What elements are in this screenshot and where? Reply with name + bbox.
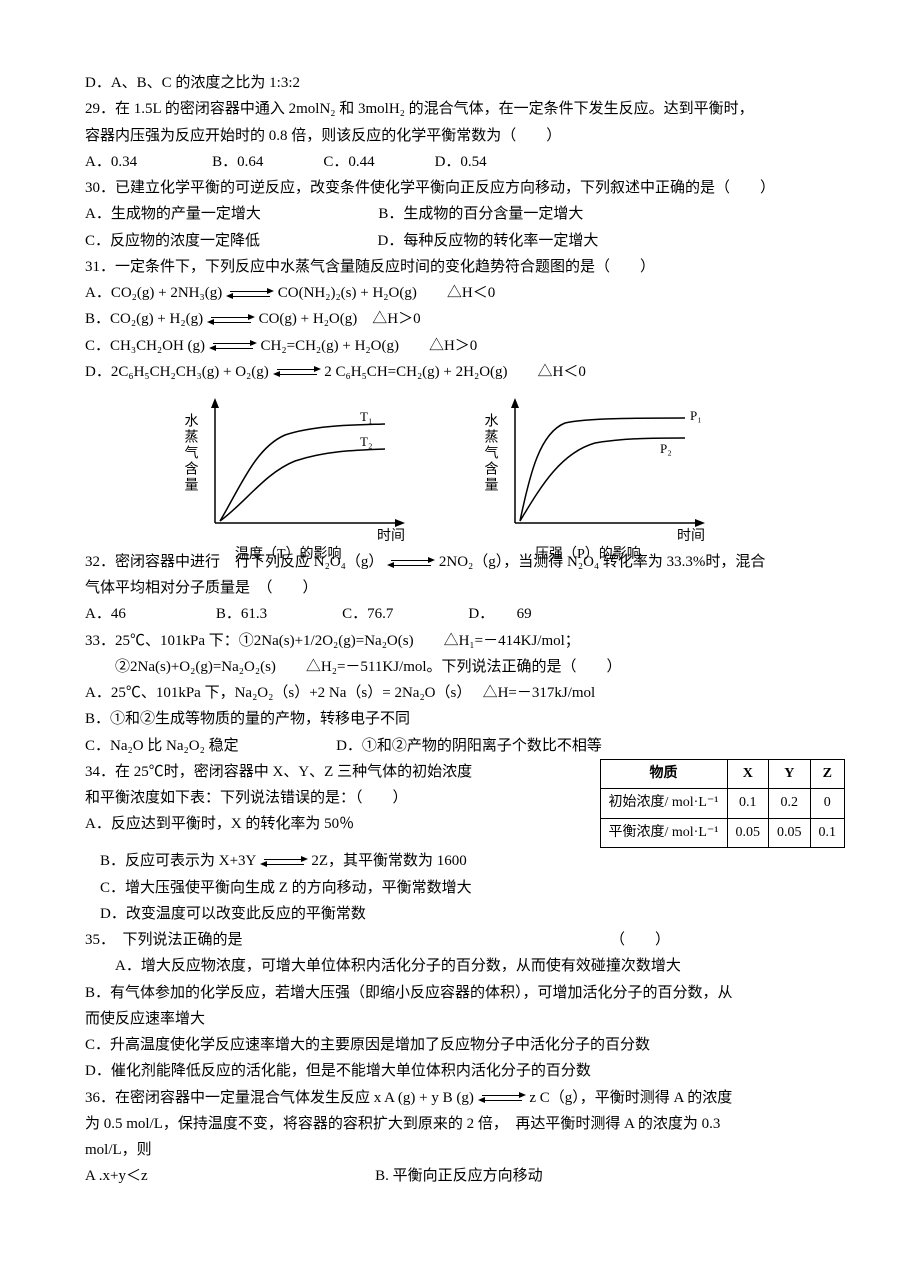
q30-stem: 30．已建立化学平衡的可逆反应，改变条件使化学平衡向正反应方向移动，下列叙述中正… bbox=[85, 175, 845, 201]
svg-text:T₁: T₁ bbox=[360, 409, 372, 424]
chart-xlabel: 时间 bbox=[377, 525, 405, 550]
chart-xlabel: 时间 bbox=[677, 525, 705, 550]
q35-c: C．升高温度使化学反应速率增大的主要原因是增加了反应物分子中活化分子的百分数 bbox=[85, 1032, 845, 1058]
table-row: 平衡浓度/ mol·L⁻¹ 0.05 0.05 0.1 bbox=[600, 818, 844, 848]
q30-row-cd: C．反应物的浓度一定降低 D．每种反应物的转化率一定增大 bbox=[85, 228, 845, 254]
q31-opt-c: C．CH₃CH₂OH (g) CH₂=CH₂(g) + H₂O(g) △H＞0 bbox=[85, 333, 845, 359]
q32-options: A．46 B．61.3 C．76.7 D． 69 bbox=[85, 601, 845, 627]
q35-b2: 而使反应速率增大 bbox=[85, 1006, 845, 1032]
equilibrium-arrow-icon bbox=[207, 313, 255, 327]
row-initial: 初始浓度/ mol·L⁻¹ bbox=[600, 789, 727, 819]
svg-text:P₂: P₂ bbox=[660, 441, 672, 456]
q35-b1: B．有气体参加的化学反应，若增大压强（即缩小反应容器的体积），可增加活化分子的百… bbox=[85, 980, 845, 1006]
q31-c-left: C．CH₃CH₂OH (g) bbox=[85, 338, 205, 354]
q31-d-left: D．2C₆H₅CH₂CH₃(g) + O₂(g) bbox=[85, 364, 269, 380]
q31-a-right: CO(NH₂)₂(s) + H₂O(g) △H＜0 bbox=[278, 285, 495, 301]
q36-b: B. 平衡向正反应方向移动 bbox=[375, 1168, 543, 1184]
q32-overlap: 行下列反应 N₂O₄（g） 2NO₂（g），当测得 N₂O₄ 转化率为 33.3… bbox=[235, 549, 765, 575]
q33-a: A．25℃、101kPa 下，Na₂O₂（s）+2 Na（s）= 2Na₂O（s… bbox=[85, 680, 845, 706]
q28-opt-d: D．A、B、C 的浓度之比为 1:3:2 bbox=[85, 70, 845, 96]
equilibrium-arrow-icon bbox=[209, 339, 257, 353]
q30-row-ab: A．生成物的产量一定增大 B．生成物的百分含量一定增大 bbox=[85, 201, 845, 227]
q30-opt-a: A．生成物的产量一定增大 bbox=[85, 206, 261, 222]
q36-ab: A .x+y＜z B. 平衡向正反应方向移动 bbox=[85, 1163, 845, 1189]
q35-a: A．增大反应物浓度，可增大单位体积内活化分子的百分数，从而使有效碰撞次数增大 bbox=[85, 953, 845, 979]
q34-b: B．反应可表示为 X+3Y 2Z，其平衡常数为 1600 bbox=[85, 848, 845, 874]
q33-b: B．①和②生成等物质的量的产物，转移电子不同 bbox=[85, 706, 845, 732]
q31-stem: 31．一定条件下，下列反应中水蒸气含量随反应时间的变化趋势符合题图的是（ ） bbox=[85, 254, 845, 280]
q31-opt-d: D．2C₆H₅CH₂CH₃(g) + O₂(g) 2 C₆H₅CH=CH₂(g)… bbox=[85, 359, 845, 385]
cell: 0.1 bbox=[810, 818, 845, 848]
q36-l3: mol/L，则 bbox=[85, 1137, 845, 1163]
equilibrium-arrow-icon bbox=[273, 365, 321, 379]
th-y: Y bbox=[769, 759, 811, 789]
q29-options: A．0.34 B．0.64 C．0.44 D．0.54 bbox=[85, 149, 845, 175]
q34-block: 34．在 25℃时，密闭容器中 X、Y、Z 三种气体的初始浓度 和平衡浓度如下表… bbox=[85, 759, 845, 849]
chart-ylabel: 水蒸气含量 bbox=[177, 413, 202, 493]
q33-c: C．Na₂O 比 Na₂O₂ 稳定 bbox=[85, 738, 239, 754]
q31-b-left: B．CO₂(g) + H₂(g) bbox=[85, 311, 203, 327]
q36-l1: 36．在密闭容器中一定量混合气体发生反应 x A (g) + y B (g) z… bbox=[85, 1085, 845, 1111]
q34-b-l: B．反应可表示为 X+3Y bbox=[85, 853, 256, 869]
chart-ylabel: 水蒸气含量 bbox=[477, 413, 502, 493]
cell: 0.2 bbox=[769, 789, 811, 819]
q31-b-right: CO(g) + H₂O(g) △H＞0 bbox=[259, 311, 421, 327]
q36-l2: 为 0.5 mol/L，保持温度不变，将容器的容积扩大到原来的 2 倍， 再达平… bbox=[85, 1111, 845, 1137]
chart-pressure: 水蒸气含量 P₁ P₂ 时间 压强（P）的影响 bbox=[485, 393, 715, 543]
q34-d: D．改变温度可以改变此反应的平衡常数 bbox=[85, 901, 845, 927]
q31-c-right: CH₂=CH₂(g) + H₂O(g) △H＞0 bbox=[261, 338, 478, 354]
q35-d: D．催化剂能降低反应的活化能，但是不能增大单位体积内活化分子的百分数 bbox=[85, 1058, 845, 1084]
q34-l1: 34．在 25℃时，密闭容器中 X、Y、Z 三种气体的初始浓度 bbox=[85, 759, 592, 785]
equilibrium-arrow-icon bbox=[226, 287, 274, 301]
q32-stem-2: 气体平均相对分子质量是 （ ） bbox=[85, 575, 845, 601]
chart-temperature: 水蒸气含量 T₁ T₂ 时间 温度（T）的影响 bbox=[185, 393, 415, 543]
q31-opt-a: A．CO₂(g) + 2NH₃(g) CO(NH₂)₂(s) + H₂O(g) … bbox=[85, 280, 845, 306]
q34-c: C．增大压强使平衡向生成 Z 的方向移动，平衡常数增大 bbox=[85, 875, 845, 901]
q29-stem-2: 容器内压强为反应开始时的 0.8 倍，则该反应的化学平衡常数为（ ） bbox=[85, 123, 845, 149]
th-substance: 物质 bbox=[600, 759, 727, 789]
q34-b-r: 2Z，其平衡常数为 1600 bbox=[311, 853, 466, 869]
q33-cd: C．Na₂O 比 Na₂O₂ 稳定 D．①和②产物的阴阳离子个数比不相等 bbox=[85, 733, 845, 759]
q34-a: A．反应达到平衡时，X 的转化率为 50％ bbox=[85, 811, 592, 837]
q31-charts: 水蒸气含量 T₁ T₂ 时间 温度（T）的影响 水蒸气含量 bbox=[185, 393, 845, 543]
q32-mid-r: 2NO₂（g），当测得 N₂O₄ 转化率为 33.3%时，混合 bbox=[439, 554, 766, 570]
equilibrium-arrow-icon bbox=[478, 1091, 526, 1105]
q31-a-left: A．CO₂(g) + 2NH₃(g) bbox=[85, 285, 222, 301]
q30-opt-c: C．反应物的浓度一定降低 bbox=[85, 233, 260, 249]
table-row: 物质 X Y Z bbox=[600, 759, 844, 789]
cell: 0.05 bbox=[727, 818, 769, 848]
cell: 0 bbox=[810, 789, 845, 819]
equilibrium-arrow-icon bbox=[260, 855, 308, 869]
q29-stem-1: 29．在 1.5L 的密闭容器中通入 2molN₂ 和 3molH₂ 的混合气体… bbox=[85, 96, 845, 122]
q33-l1: 33．25℃、101kPa 下：①2Na(s)+1/2O₂(g)=Na₂O(s)… bbox=[85, 628, 845, 654]
q34-l2: 和平衡浓度如下表：下列说法错误的是：（ ） bbox=[85, 785, 592, 811]
q31-d-right: 2 C₆H₅CH=CH₂(g) + 2H₂O(g) △H＜0 bbox=[324, 364, 586, 380]
th-z: Z bbox=[810, 759, 845, 789]
q34-table: 物质 X Y Z 初始浓度/ mol·L⁻¹ 0.1 0.2 0 平衡浓度/ m… bbox=[600, 759, 845, 849]
q31-opt-b: B．CO₂(g) + H₂(g) CO(g) + H₂O(g) △H＞0 bbox=[85, 306, 845, 332]
q33-d: D．①和②产物的阴阳离子个数比不相等 bbox=[336, 738, 602, 754]
cell: 0.05 bbox=[769, 818, 811, 848]
q36-l1-b: z C（g），平衡时测得 A 的浓度 bbox=[529, 1090, 732, 1106]
q32-mid-l: 行下列反应 N₂O₄（g） bbox=[235, 554, 383, 570]
svg-text:T₂: T₂ bbox=[360, 434, 372, 449]
q32-stem-row: 32．密闭容器中进行 行下列反应 N₂O₄（g） 2NO₂（g），当测得 N₂O… bbox=[85, 549, 845, 575]
q36-a: A .x+y＜z bbox=[85, 1168, 148, 1184]
th-x: X bbox=[727, 759, 769, 789]
table-row: 初始浓度/ mol·L⁻¹ 0.1 0.2 0 bbox=[600, 789, 844, 819]
svg-text:P₁: P₁ bbox=[690, 408, 702, 423]
q36-l1-a: 36．在密闭容器中一定量混合气体发生反应 x A (g) + y B (g) bbox=[85, 1090, 474, 1106]
q30-opt-d: D．每种反应物的转化率一定增大 bbox=[378, 233, 599, 249]
cell: 0.1 bbox=[727, 789, 769, 819]
q30-opt-b: B．生成物的百分含量一定增大 bbox=[378, 206, 583, 222]
equilibrium-arrow-icon bbox=[387, 556, 435, 570]
q35-stem: 35． 下列说法正确的是 （ ） bbox=[85, 927, 845, 953]
q33-l2: ②2Na(s)+O₂(g)=Na₂O₂(s) △H₂=－511KJ/mol。下列… bbox=[85, 654, 845, 680]
row-equilibrium: 平衡浓度/ mol·L⁻¹ bbox=[600, 818, 727, 848]
q32-base: 32．密闭容器中进行 bbox=[85, 549, 220, 575]
